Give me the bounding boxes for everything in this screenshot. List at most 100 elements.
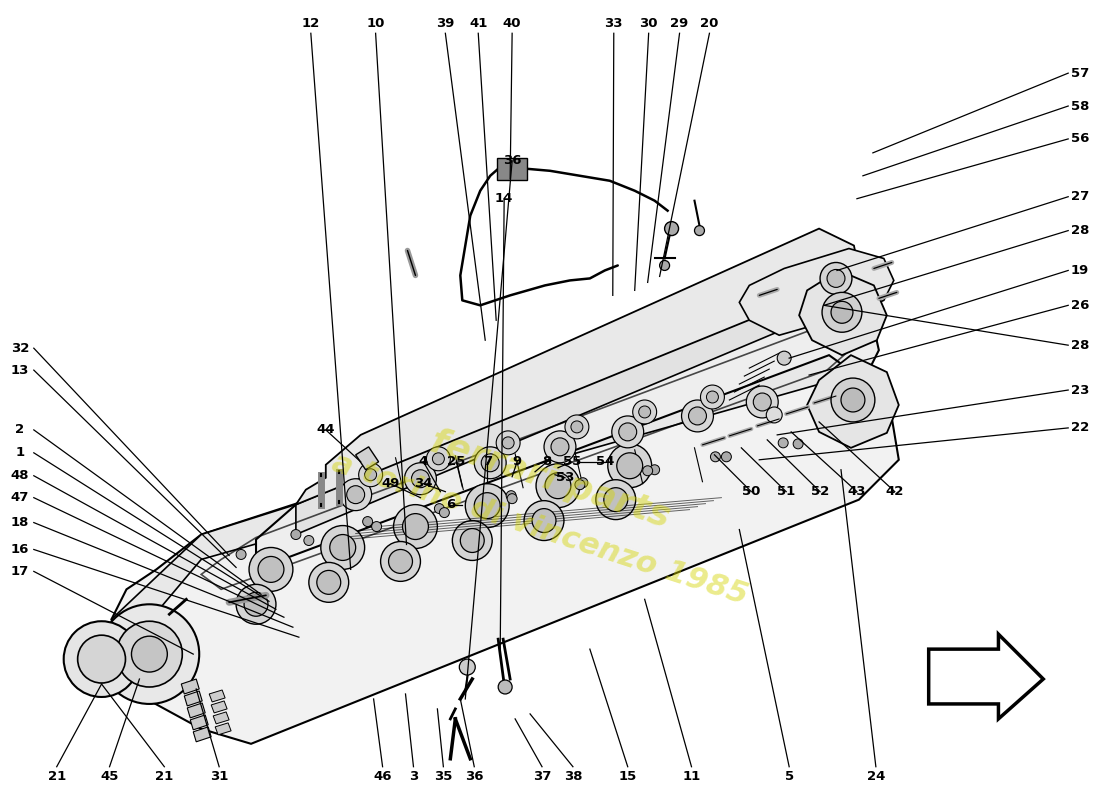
Text: 17: 17 [11,565,29,578]
Circle shape [309,562,349,602]
Circle shape [132,636,167,672]
Polygon shape [296,281,869,534]
Polygon shape [799,270,887,355]
Circle shape [481,454,499,472]
Circle shape [551,438,569,456]
Circle shape [639,406,650,418]
Circle shape [830,378,874,422]
Circle shape [363,517,373,526]
Circle shape [664,222,679,235]
Text: 36: 36 [503,154,521,167]
Circle shape [822,292,862,332]
Circle shape [706,391,718,403]
Circle shape [403,514,428,539]
Circle shape [778,351,791,365]
Text: 3: 3 [409,770,418,783]
Text: 21: 21 [47,770,66,783]
Text: 15: 15 [618,770,637,783]
Text: 7: 7 [483,455,492,468]
Text: 27: 27 [1071,190,1089,203]
Circle shape [236,550,246,559]
Text: 1: 1 [15,446,24,459]
Circle shape [617,453,642,478]
Text: 41: 41 [469,17,487,30]
Circle shape [612,416,643,448]
Circle shape [427,447,450,470]
Circle shape [767,407,782,423]
Text: 43: 43 [848,485,866,498]
Circle shape [460,529,484,553]
Polygon shape [194,727,211,742]
Circle shape [608,444,651,488]
Polygon shape [739,249,894,335]
Circle shape [439,508,450,518]
Text: 10: 10 [366,17,385,30]
Text: 21: 21 [155,770,174,783]
Circle shape [642,466,652,476]
Circle shape [317,570,341,594]
Circle shape [506,490,516,501]
Text: 23: 23 [1071,383,1089,397]
Text: 45: 45 [100,770,119,783]
Circle shape [244,592,268,616]
Circle shape [474,493,500,518]
Text: 9: 9 [513,455,521,468]
Polygon shape [209,690,226,702]
Circle shape [507,494,517,504]
FancyBboxPatch shape [497,158,527,180]
Text: a torino di vincenzo 1985: a torino di vincenzo 1985 [328,449,751,610]
Text: 5: 5 [784,770,794,783]
Polygon shape [187,703,206,718]
Polygon shape [111,330,899,744]
Circle shape [701,385,725,409]
Circle shape [682,400,714,432]
Polygon shape [355,447,378,470]
Text: 55: 55 [563,455,581,468]
Text: 46: 46 [373,770,392,783]
Text: 54: 54 [595,455,614,468]
Text: 57: 57 [1071,66,1089,80]
Circle shape [381,542,420,582]
Text: 13: 13 [11,364,29,377]
Text: 8: 8 [542,455,551,468]
Circle shape [524,501,564,541]
Text: 48: 48 [11,470,29,482]
Circle shape [578,478,587,488]
Text: 24: 24 [867,770,886,783]
Circle shape [405,462,437,494]
Text: 47: 47 [11,491,29,504]
Circle shape [694,226,704,235]
Circle shape [827,270,845,287]
Circle shape [575,480,585,490]
Polygon shape [182,679,199,694]
Circle shape [432,453,444,465]
Circle shape [474,447,506,478]
Circle shape [64,622,140,697]
Circle shape [372,522,382,531]
Circle shape [117,622,183,687]
Text: 36: 36 [465,770,484,783]
Circle shape [632,400,657,424]
Circle shape [460,659,475,675]
Circle shape [536,464,580,508]
Circle shape [465,484,509,527]
Text: 11: 11 [682,770,701,783]
Text: 56: 56 [1071,133,1089,146]
Polygon shape [185,691,202,706]
Polygon shape [216,723,231,735]
Circle shape [722,452,732,462]
Circle shape [650,465,660,474]
Circle shape [496,431,520,455]
Circle shape [258,557,284,582]
Polygon shape [211,701,227,713]
Text: 16: 16 [11,543,29,556]
Circle shape [330,534,355,561]
Text: 35: 35 [434,770,452,783]
Polygon shape [190,715,208,730]
Circle shape [596,480,636,519]
Text: 19: 19 [1071,264,1089,277]
Text: 4: 4 [419,455,428,468]
Polygon shape [213,712,229,724]
Text: 28: 28 [1071,338,1089,352]
Circle shape [394,505,438,549]
